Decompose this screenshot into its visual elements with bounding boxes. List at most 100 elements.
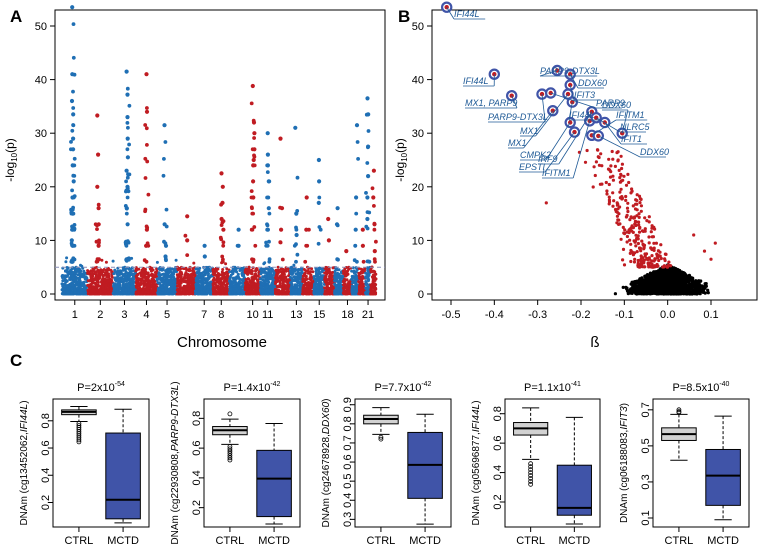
snp-point (333, 279, 337, 283)
snp-point (302, 279, 306, 283)
snp-point (238, 269, 242, 272)
snp-point (301, 286, 305, 289)
snp-point (129, 272, 133, 275)
snp-point (364, 282, 368, 286)
snp-point (123, 268, 127, 272)
snp-point (264, 279, 268, 283)
snp-point (228, 270, 232, 274)
snp-point (260, 270, 264, 274)
snp-point (366, 273, 371, 278)
snp-point (198, 284, 202, 288)
snp-point (221, 243, 226, 248)
manhattan-x-label: Chromosome (177, 334, 267, 351)
snp-peak-point (293, 125, 298, 130)
snp-point (71, 173, 76, 178)
snp-point (127, 274, 131, 278)
snp-point (77, 291, 80, 295)
snp-point (253, 243, 258, 248)
snp-point (205, 292, 208, 296)
snp-point (296, 281, 300, 285)
snp-point (279, 289, 283, 293)
snp-point (355, 140, 360, 144)
snp-point (115, 276, 119, 280)
snp-point (71, 22, 76, 26)
snp-peak-point (69, 98, 75, 104)
snp-point (176, 281, 180, 285)
snp-peak-point (219, 216, 224, 222)
snp-point (213, 273, 217, 277)
snp-point (179, 290, 183, 294)
snp-peak-point (71, 136, 76, 141)
volcano-x-axis: -0.5 -0.4 -0.3 -0.2 -0.1 0.0 0.1 (442, 300, 719, 321)
snp-peak-point (265, 131, 270, 136)
snp-point (187, 292, 191, 296)
snp-point (277, 276, 282, 280)
snp-point (340, 274, 344, 278)
snp-point (69, 274, 74, 278)
snp-peak-point (371, 168, 376, 173)
snp-point (208, 284, 212, 288)
snp-point (335, 257, 340, 262)
snp-point (78, 279, 82, 283)
snp-peak-point (360, 243, 365, 248)
snp-point (70, 243, 75, 248)
snp-point (144, 126, 149, 131)
snp-peak-point (125, 155, 130, 160)
x-tick-label: 7 (201, 309, 207, 321)
snp-peak-point (316, 157, 321, 163)
snp-point (100, 278, 104, 282)
snp-point (350, 274, 354, 278)
snp-peak-point (304, 195, 309, 200)
snp-point (159, 277, 163, 281)
snp-point (158, 287, 161, 291)
snp-point (262, 262, 266, 266)
snp-point (328, 274, 331, 278)
snp-point (312, 287, 316, 290)
snp-peak-point (251, 195, 256, 200)
snp-point (229, 280, 232, 283)
snp-point (174, 258, 178, 262)
snp-point (194, 290, 198, 294)
snp-point (364, 224, 369, 229)
snp-point (183, 285, 187, 289)
snp-peak-point (279, 227, 284, 232)
snp-point (190, 288, 194, 292)
y-tick-label: 0 (41, 289, 47, 301)
snp-point (324, 291, 327, 295)
snp-point (343, 267, 347, 271)
snp-point (233, 292, 237, 296)
snp-point (112, 289, 116, 292)
snp-peak-point (353, 227, 358, 232)
snp-point (216, 287, 220, 291)
snp-peak-point (265, 163, 270, 168)
snp-point (252, 136, 256, 140)
snp-point (176, 292, 180, 296)
snp-peak-point (69, 238, 74, 243)
snp-peak-point (202, 254, 207, 259)
snp-peak-point (266, 179, 271, 184)
snp-point (206, 270, 210, 273)
snp-point (316, 285, 320, 289)
snp-point (76, 286, 80, 290)
snp-point (367, 259, 372, 264)
x-tick-label: 3 (121, 309, 127, 321)
snp-point (316, 241, 321, 246)
snp-point (353, 290, 357, 294)
snp-point (294, 276, 298, 280)
snp-point (122, 291, 126, 295)
snp-point (83, 277, 87, 281)
snp-point (72, 223, 77, 227)
snp-point (124, 288, 128, 292)
x-tick-label: -0.3 (528, 309, 547, 321)
snp-point (320, 275, 324, 279)
snp-point (97, 292, 101, 296)
snp-point (355, 259, 359, 264)
snp-point (295, 284, 299, 287)
snp-point (61, 284, 65, 288)
x-tick-label: 11 (262, 309, 273, 321)
snp-peak-point (366, 174, 371, 179)
snp-peak-point (265, 152, 270, 157)
snp-point (343, 291, 347, 295)
snp-point (202, 281, 206, 285)
